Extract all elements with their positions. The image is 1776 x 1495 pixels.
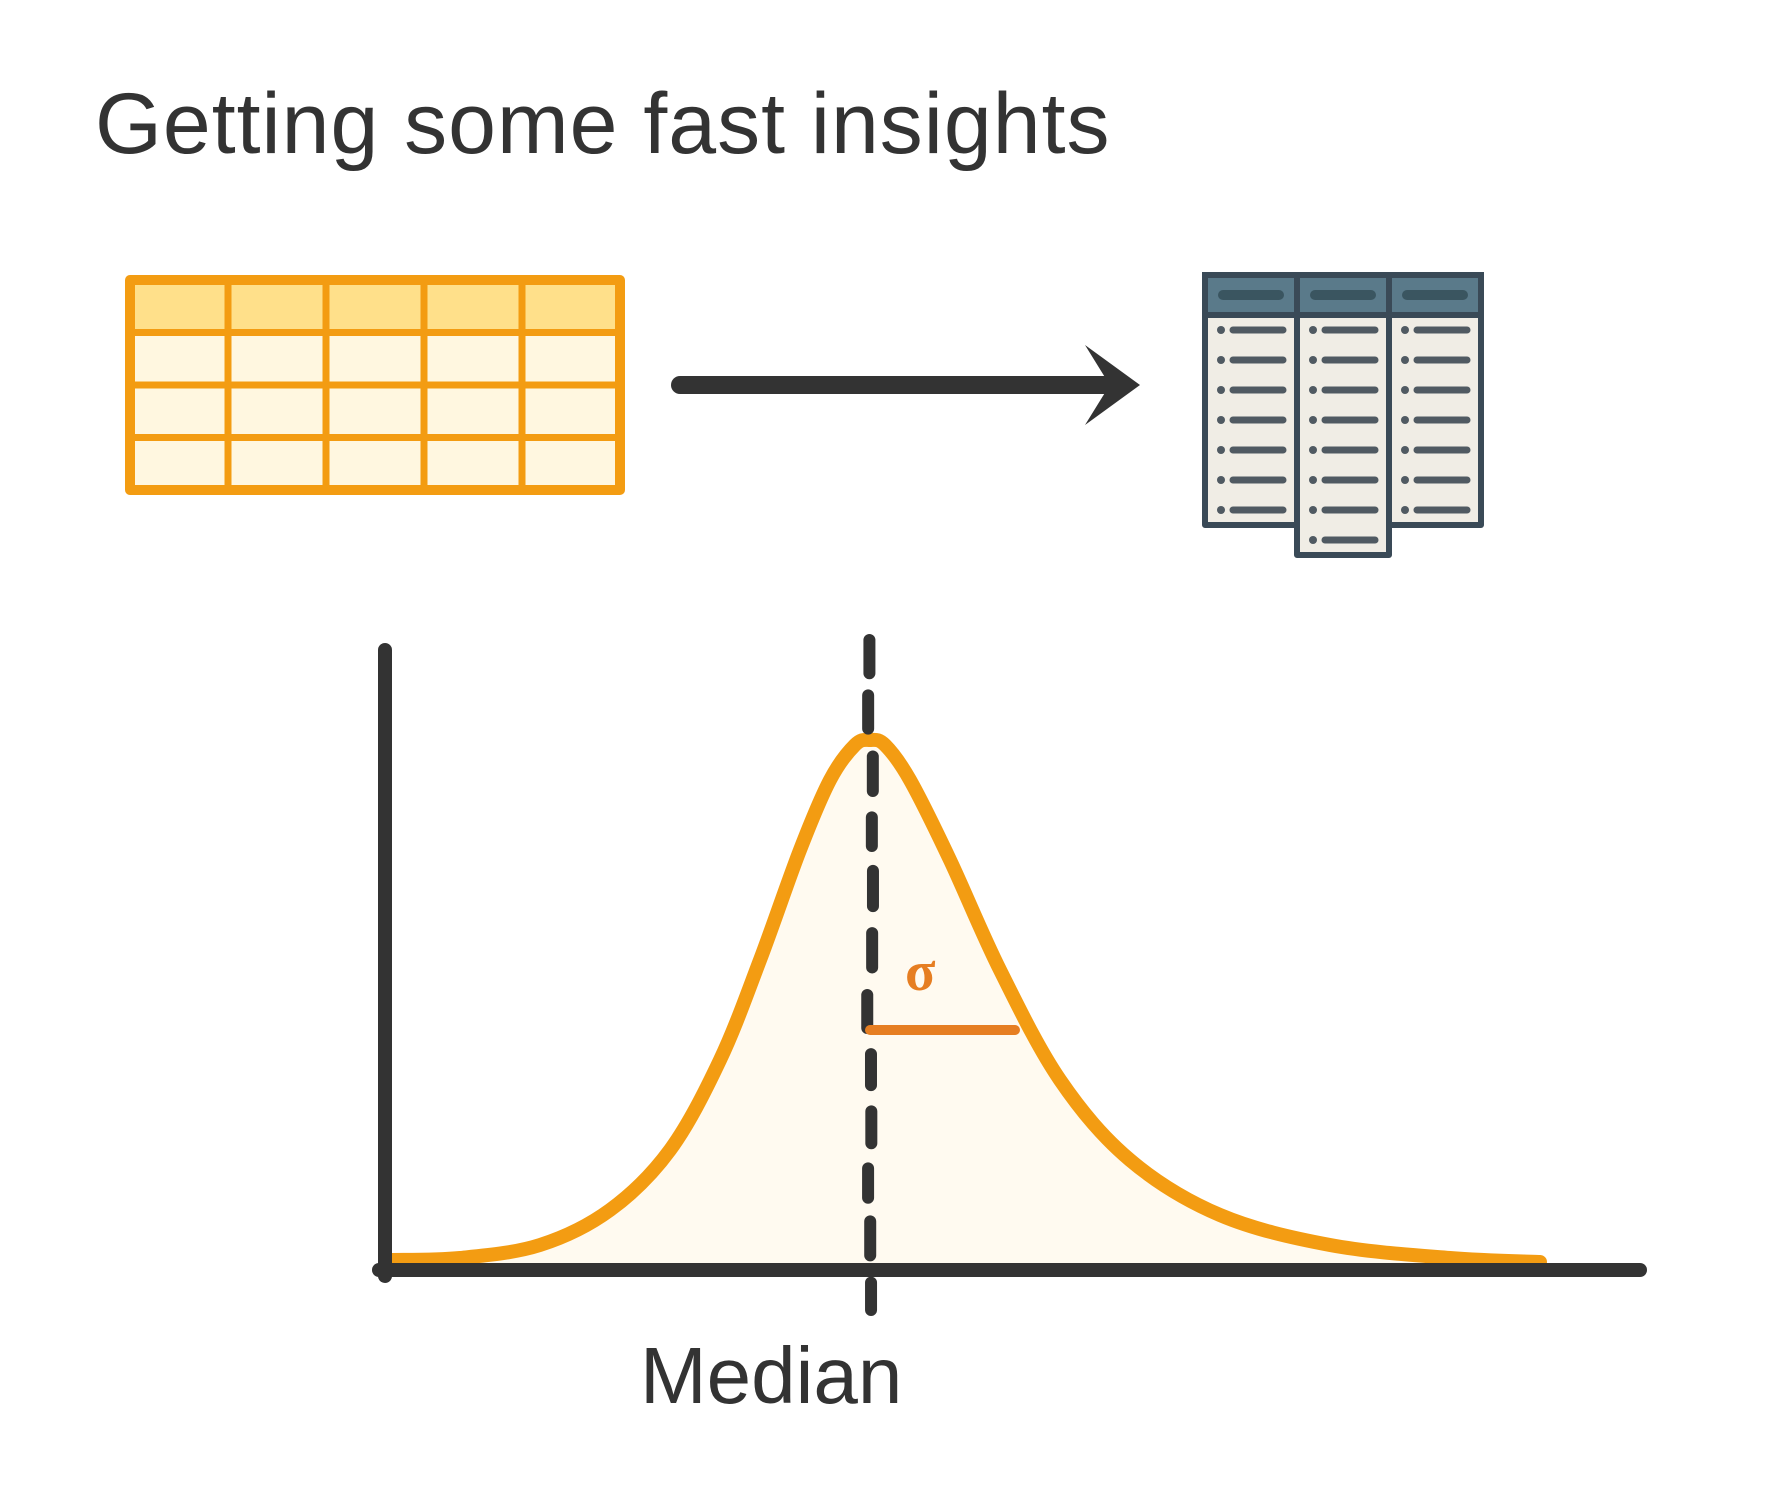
report-table-icon: [1205, 275, 1481, 555]
distribution-chart: σ: [0, 640, 1776, 1320]
diagram-svg: σ: [0, 0, 1776, 1495]
infographic-canvas: Getting some fast insights Median σ: [0, 0, 1776, 1495]
spreadsheet-icon: [130, 280, 620, 490]
sigma-label: σ: [905, 941, 936, 1003]
arrow-icon: [680, 345, 1140, 425]
distribution-curve-fill: [390, 740, 1540, 1270]
